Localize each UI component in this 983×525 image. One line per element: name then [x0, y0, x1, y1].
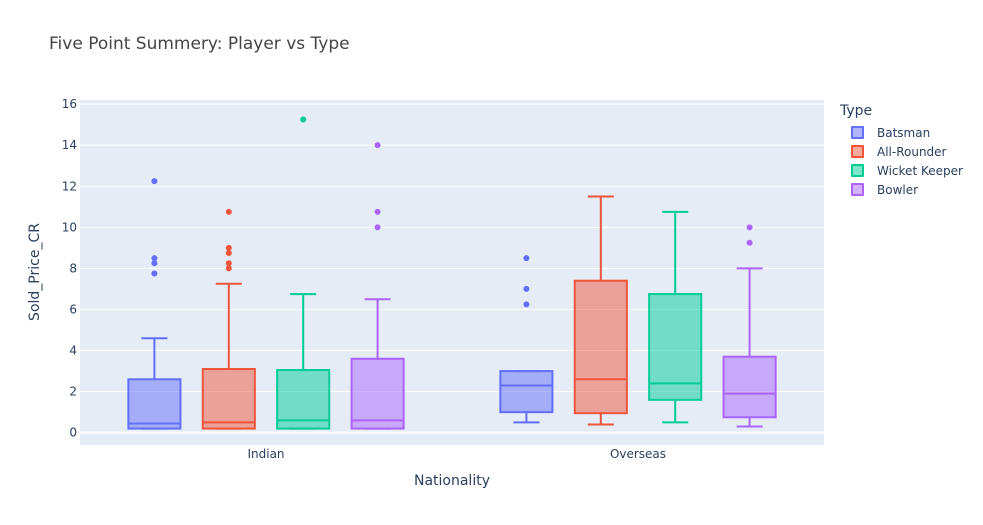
- x-axis-label: Nationality: [414, 473, 490, 489]
- outlier-point[interactable]: [225, 249, 232, 256]
- legend-item-wicket-keeper[interactable]: Wicket Keeper: [840, 161, 963, 180]
- y-tick-label: 16: [62, 97, 77, 111]
- iqr-box: [648, 293, 703, 401]
- box-batsman-overseas[interactable]: [499, 255, 554, 424]
- legend-swatch: [851, 164, 864, 177]
- outlier-point[interactable]: [523, 301, 530, 308]
- legend-items: Batsman All-Rounder Wicket Keeper Bowler: [840, 123, 963, 199]
- iqr-box: [722, 355, 777, 419]
- chart-title: Five Point Summery: Player vs Type: [49, 34, 350, 54]
- box-all-rounder-indian[interactable]: [201, 208, 256, 430]
- outlier-point[interactable]: [374, 208, 381, 215]
- legend-swatch: [851, 145, 864, 158]
- legend-label: All-Rounder: [877, 144, 947, 159]
- box-bowler-overseas[interactable]: [722, 224, 777, 428]
- outlier-point[interactable]: [523, 255, 530, 262]
- y-tick-label: 2: [69, 385, 77, 399]
- legend-label: Bowler: [877, 182, 919, 197]
- outlier-point[interactable]: [225, 260, 232, 267]
- iqr-box: [127, 378, 182, 430]
- x-tick-label: Overseas: [610, 447, 666, 461]
- y-tick-labels: 0 2 4 6 8 10 12 14 16: [62, 97, 77, 440]
- box-wicket-keeper-indian[interactable]: [276, 116, 331, 430]
- outlier-point[interactable]: [746, 224, 753, 231]
- x-tick-labels: Indian Overseas: [247, 447, 666, 461]
- outlier-point[interactable]: [746, 239, 753, 246]
- outlier-point[interactable]: [225, 208, 232, 215]
- y-tick-label: 4: [69, 344, 77, 358]
- outlier-point[interactable]: [300, 116, 307, 123]
- y-tick-label: 0: [69, 426, 77, 440]
- outlier-point[interactable]: [374, 142, 381, 149]
- legend-item-batsman[interactable]: Batsman: [840, 123, 963, 142]
- legend-swatch: [851, 183, 864, 196]
- outlier-point[interactable]: [374, 224, 381, 231]
- y-tick-label: 12: [62, 179, 77, 193]
- outlier-point[interactable]: [151, 270, 158, 277]
- legend-label: Wicket Keeper: [877, 163, 963, 178]
- outlier-point[interactable]: [151, 260, 158, 267]
- outlier-point[interactable]: [151, 255, 158, 262]
- box-batsman-indian[interactable]: [127, 178, 182, 430]
- iqr-box: [573, 279, 628, 415]
- legend-item-all-rounder[interactable]: All-Rounder: [840, 142, 963, 161]
- y-tick-label: 8: [69, 261, 77, 275]
- iqr-box: [201, 368, 256, 430]
- legend: Type Batsman All-Rounder Wicket Keeper Bowl…: [840, 103, 963, 199]
- legend-label: Batsman: [877, 125, 931, 140]
- boxes-layer: [127, 116, 777, 430]
- iqr-box: [350, 357, 405, 430]
- legend-item-bowler[interactable]: Bowler: [840, 180, 963, 199]
- outlier-point[interactable]: [151, 178, 158, 185]
- y-tick-label: 6: [69, 302, 77, 316]
- plot-background: [80, 100, 824, 445]
- outlier-point[interactable]: [225, 244, 232, 251]
- legend-swatch: [851, 126, 864, 139]
- iqr-box: [276, 369, 331, 430]
- box-bowler-indian[interactable]: [350, 142, 405, 430]
- box-all-rounder-overseas[interactable]: [573, 195, 628, 426]
- box-wicket-keeper-overseas[interactable]: [648, 210, 703, 424]
- outlier-point[interactable]: [523, 285, 530, 292]
- y-tick-label: 10: [62, 220, 77, 234]
- legend-title: Type: [840, 103, 873, 119]
- outlier-point[interactable]: [225, 265, 232, 272]
- y-axis-label: Sold_Price_CR: [27, 223, 43, 321]
- iqr-box: [499, 370, 554, 414]
- y-tick-label: 14: [62, 138, 77, 152]
- x-tick-label: Indian: [247, 447, 284, 461]
